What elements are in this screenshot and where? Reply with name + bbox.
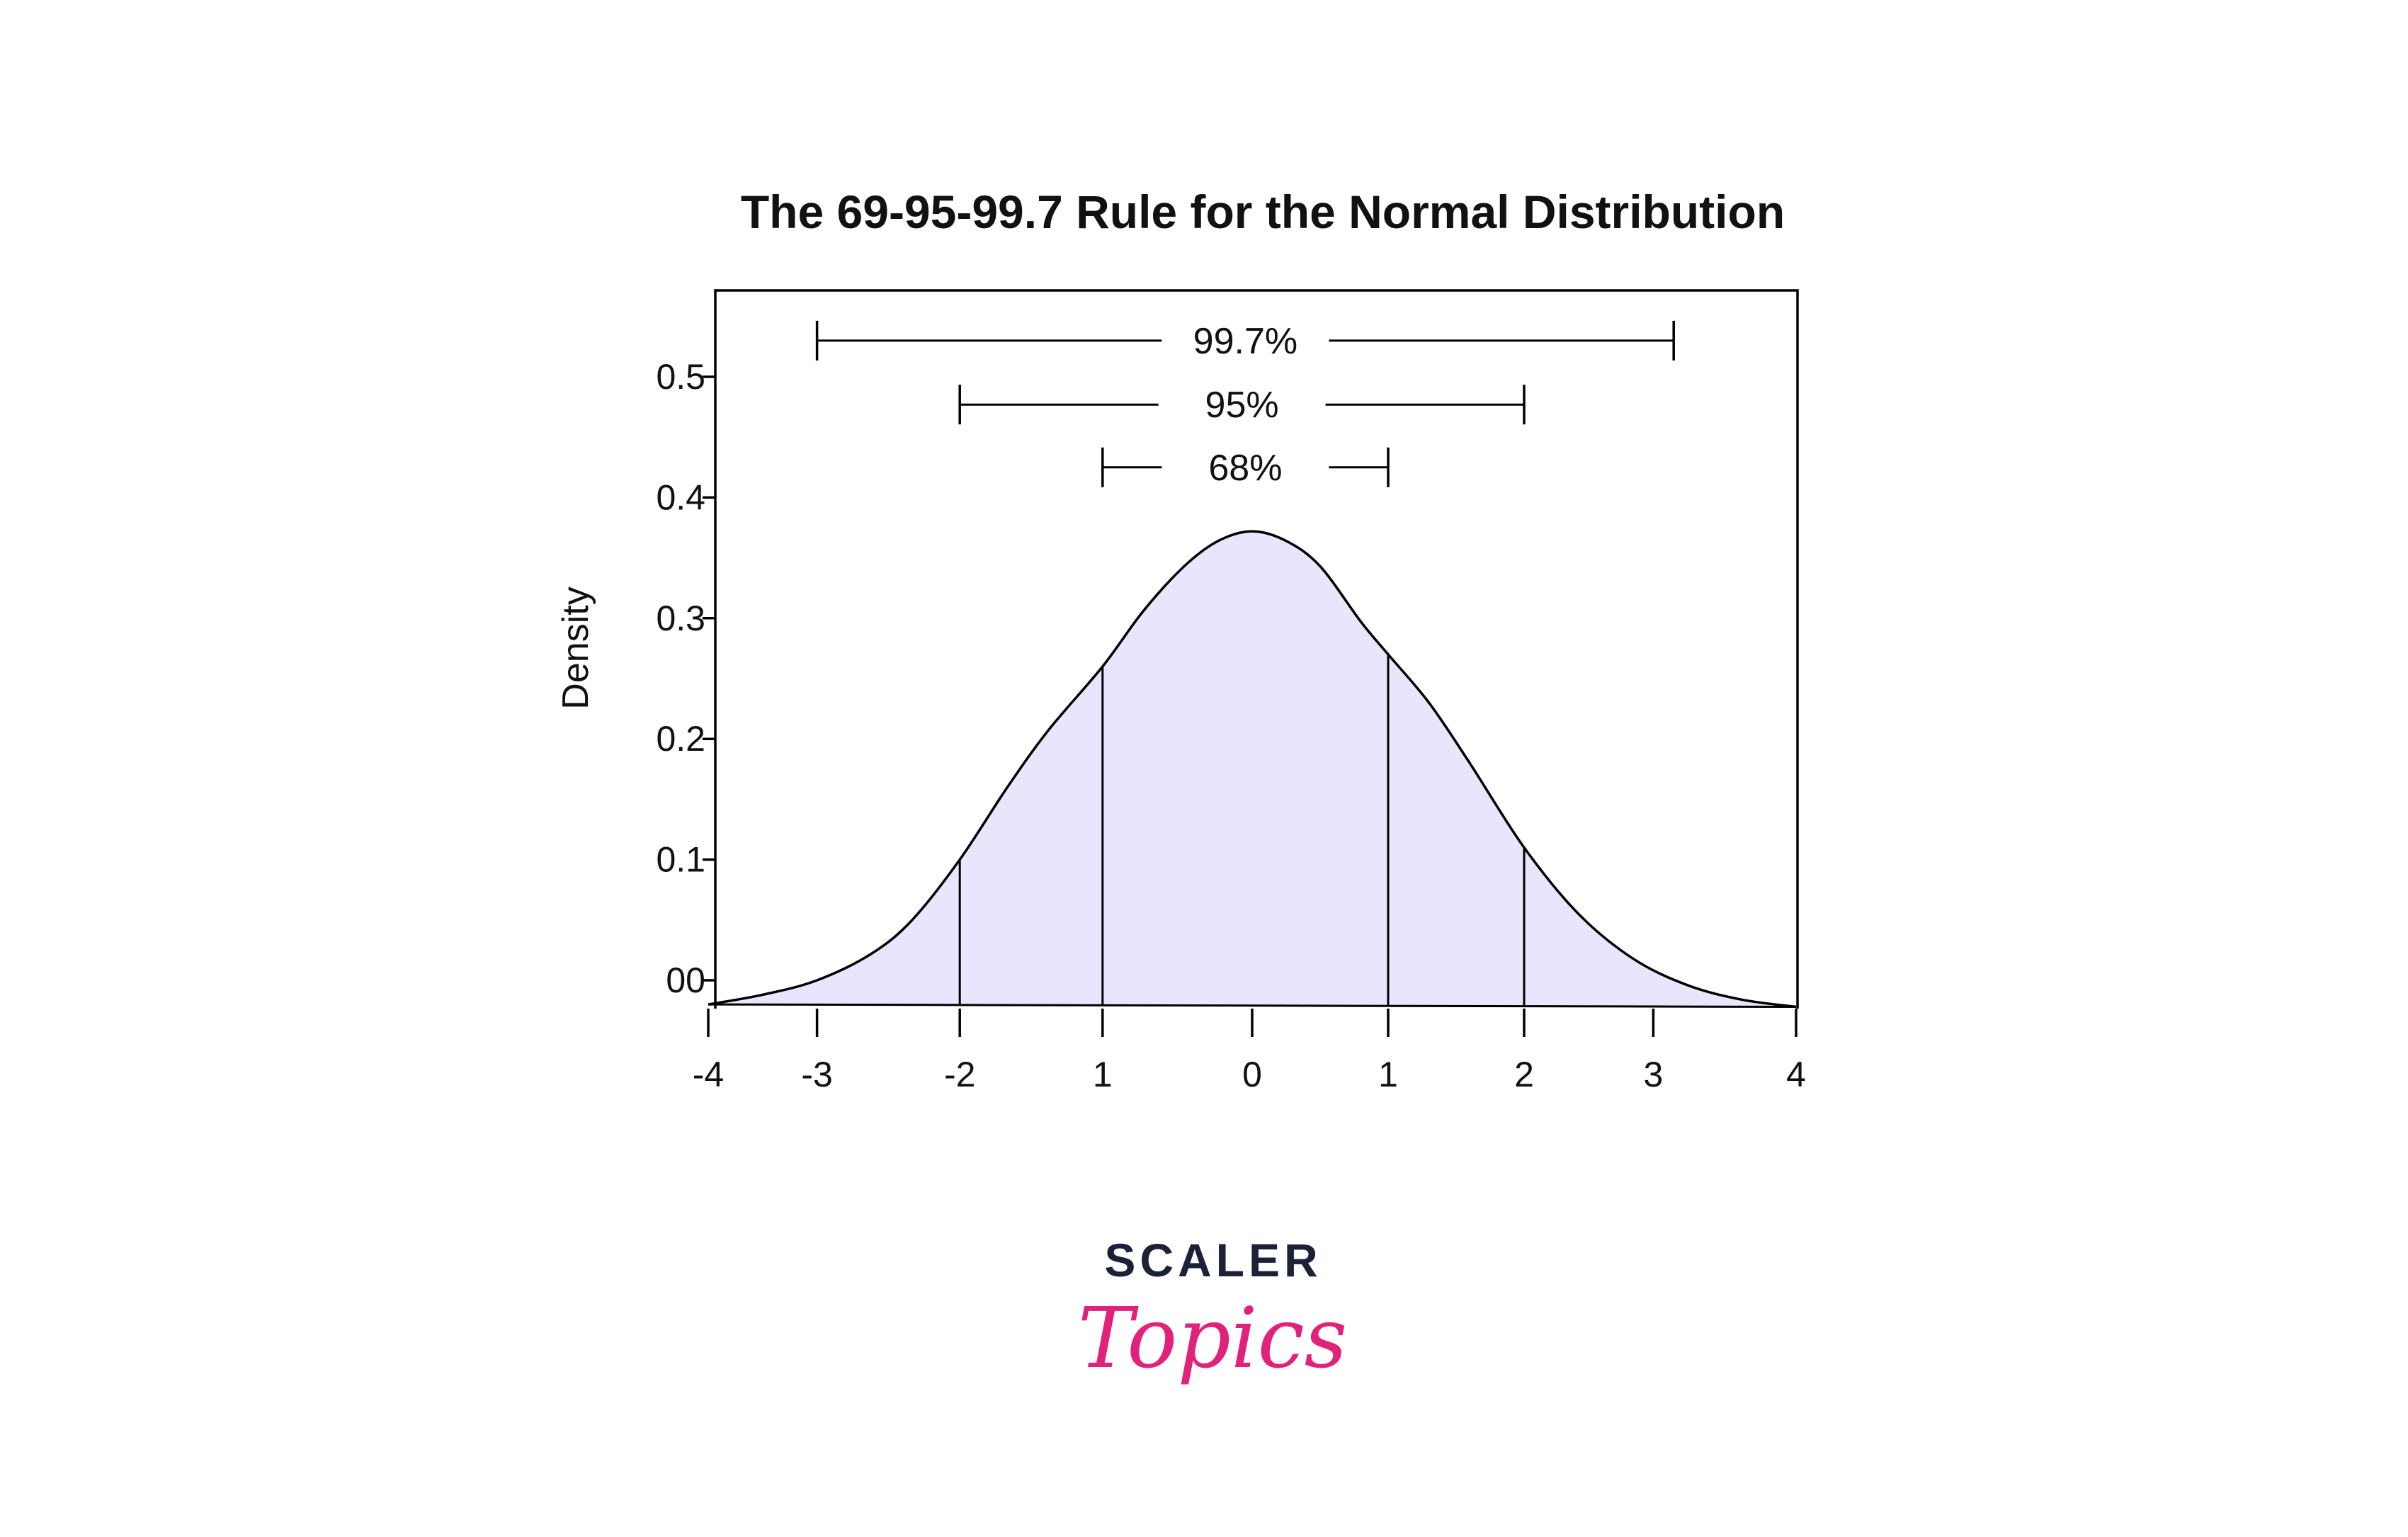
density-curve [708, 530, 1797, 1009]
y-tick-label-5: 0.4 [656, 477, 705, 517]
plot-area: -4 -3 -2 1 0 1 2 3 4 00 0.1 0.2 0.3 0.4 0.5 99.7% 95% 68% [656, 289, 1806, 1094]
y-tick-label-2: 0.1 [656, 840, 705, 880]
x-tick-label-5: 0 [1242, 1055, 1262, 1094]
x-tick-label-9: 4 [1786, 1055, 1806, 1094]
x-tick-label-8: 3 [1643, 1055, 1663, 1094]
y-tick-label-6: 0.5 [656, 357, 705, 397]
x-tick-label-6: 1 [1378, 1055, 1398, 1094]
x-tick-label-4: 1 [1093, 1055, 1113, 1094]
chart-title: The 69-95-99.7 Rule for the Normal Distr… [741, 186, 1785, 238]
y-axis-label: Density [555, 586, 596, 709]
x-tick-label-3: -2 [944, 1055, 975, 1094]
y-tick-label-1: 00 [666, 960, 705, 1000]
bracket-label-2: 95% [1205, 385, 1279, 426]
x-tick-label-2: -3 [801, 1055, 832, 1094]
x-tick-label-7: 2 [1514, 1055, 1534, 1094]
y-tick-label-3: 0.2 [656, 719, 705, 759]
x-tick-label-1: -4 [693, 1055, 724, 1094]
bracket-label-1: 99.7% [1193, 321, 1297, 362]
area-baseline [708, 1003, 1797, 1008]
bracket-label-3: 68% [1208, 448, 1282, 489]
brand-logo: SCALER Topics [1078, 1234, 1348, 1387]
plot-frame [714, 289, 1799, 1009]
y-tick-label-4: 0.3 [656, 599, 705, 638]
brand-topics-text: Topics [1078, 1289, 1348, 1387]
area-fill [708, 531, 1796, 1007]
brand-scaler-text: SCALER [1104, 1234, 1322, 1286]
